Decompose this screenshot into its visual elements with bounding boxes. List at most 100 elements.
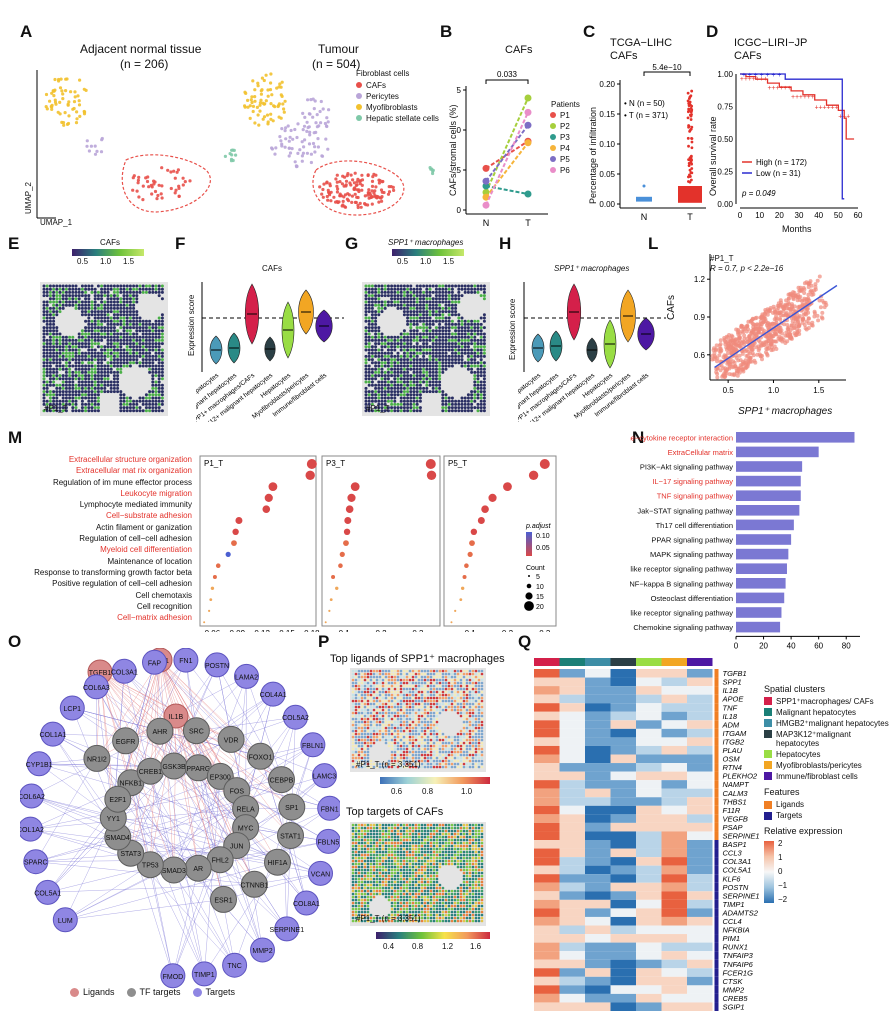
spatial-spot — [463, 361, 467, 365]
spatial-spot — [473, 329, 477, 333]
spatial-spot — [116, 364, 120, 368]
spatial-spot — [474, 693, 478, 697]
spatial-spot — [42, 294, 46, 298]
umap-cell — [370, 202, 374, 206]
spatial-spot — [456, 699, 460, 703]
spatial-spot — [479, 370, 483, 374]
spatial-spot — [402, 386, 406, 390]
spatial-spot — [429, 705, 433, 709]
spatial-spot — [462, 702, 466, 706]
spatial-spot — [372, 684, 376, 688]
spatial-spot — [411, 669, 415, 673]
spatial-spot — [414, 672, 418, 676]
m-facet-label: P1_T — [204, 459, 223, 468]
spatial-spot — [405, 678, 409, 682]
spatial-spot — [138, 409, 142, 413]
o-node-label: STAT1 — [280, 834, 301, 841]
spatial-spot — [415, 297, 419, 301]
spatial-spot — [80, 287, 84, 291]
spatial-spot — [148, 402, 152, 406]
spatial-spot — [370, 338, 374, 342]
spatial-spot — [151, 361, 155, 365]
umap-cell — [251, 79, 255, 83]
spatial-spot — [58, 364, 62, 368]
l-point — [777, 316, 782, 321]
spatial-spot — [100, 361, 104, 365]
spatial-spot — [96, 335, 100, 339]
spatial-spot — [409, 406, 413, 410]
spatial-spot — [378, 714, 382, 718]
spatial-spot — [454, 310, 458, 314]
umap-legend: CAFs Pericytes Myofibroblasts Hepatic stell… — [356, 81, 439, 125]
spatial-spot — [435, 675, 439, 679]
spatial-spot — [441, 370, 445, 374]
l-point — [752, 358, 757, 363]
o-node — [111, 658, 137, 684]
umap-cell — [66, 102, 70, 106]
spatial-spot — [52, 306, 56, 310]
spatial-spot — [383, 390, 387, 394]
spatial-spot — [441, 364, 445, 368]
l-point — [784, 298, 789, 303]
spatial-spot — [128, 306, 132, 310]
spatial-spot — [399, 702, 403, 706]
c-outlier-t — [686, 110, 690, 114]
c-box-n — [636, 196, 652, 202]
umap-cell — [169, 170, 173, 174]
spatial-spot — [390, 409, 394, 413]
spatial-spot — [438, 390, 442, 394]
spatial-spot — [42, 396, 46, 400]
l-point — [765, 335, 770, 340]
spatial-spot — [48, 367, 52, 371]
spatial-spot — [386, 351, 390, 355]
spatial-spot — [148, 335, 152, 339]
spatial-spot — [138, 287, 142, 291]
b-point — [482, 201, 490, 209]
m-dot — [350, 482, 360, 491]
spatial-spot — [463, 329, 467, 333]
spatial-spot — [473, 377, 477, 381]
spatial-spot — [84, 396, 88, 400]
spatial-spot — [470, 358, 474, 362]
m-dot — [328, 609, 331, 612]
umap-cell — [260, 88, 264, 92]
spatial-spot — [405, 675, 409, 679]
spatial-spot — [64, 287, 68, 291]
o-node-label: EGFR — [116, 739, 135, 746]
spatial-spot — [372, 696, 376, 700]
spatial-spot — [378, 687, 382, 691]
spatial-spot — [141, 396, 145, 400]
spatial-spot — [474, 696, 478, 700]
d-censor-low: + — [742, 72, 746, 79]
spatial-spot — [90, 335, 94, 339]
spatial-spot — [456, 687, 460, 691]
umap-cell — [363, 202, 367, 206]
spatial-spot — [157, 351, 161, 355]
spatial-spot — [412, 316, 416, 320]
spatial-spot — [138, 406, 142, 410]
spatial-spot — [42, 386, 46, 390]
spatial-spot — [116, 335, 120, 339]
spatial-spot — [444, 675, 448, 679]
spatial-spot — [438, 690, 442, 694]
spatial-spot — [77, 383, 81, 387]
spatial-spot — [71, 390, 75, 394]
spatial-spot — [399, 294, 403, 298]
spatial-spot — [482, 402, 486, 406]
spatial-spot — [402, 675, 406, 679]
spatial-spot — [457, 284, 461, 288]
spatial-spot — [93, 287, 97, 291]
m-dot — [539, 459, 550, 469]
spatial-spot — [135, 348, 139, 352]
spatial-spot — [351, 672, 355, 676]
spatial-spot — [148, 393, 152, 397]
spatial-spot — [444, 406, 448, 410]
spatial-spot — [151, 399, 155, 403]
b-series-line — [485, 124, 529, 182]
spatial-spot — [96, 383, 100, 387]
spatial-spot — [396, 377, 400, 381]
spatial-spot — [357, 678, 361, 682]
spatial-spot — [435, 693, 439, 697]
umap-cell — [315, 113, 319, 117]
spatial-spot — [411, 708, 415, 712]
